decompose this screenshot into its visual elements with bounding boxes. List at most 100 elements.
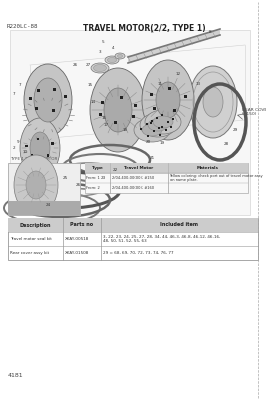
- Ellipse shape: [115, 53, 125, 59]
- Text: XKAY-01508: XKAY-01508: [65, 251, 89, 255]
- Bar: [35, 107, 38, 110]
- Text: 5: 5: [102, 40, 104, 44]
- Text: Yellow coloring: check port out of travel motor assy
on name plate.: Yellow coloring: check port out of trave…: [169, 174, 263, 182]
- Ellipse shape: [26, 171, 46, 199]
- Text: 23: 23: [100, 176, 106, 180]
- Ellipse shape: [90, 68, 146, 152]
- Text: 15: 15: [88, 83, 93, 87]
- Bar: [120, 96, 123, 99]
- Ellipse shape: [142, 124, 162, 136]
- Bar: [168, 87, 171, 90]
- Text: 3, 22, 23, 24, 25, 27, 28, 34, 44, 46-3, 46-8, 46-12, 46-16,
48, 50, 51, 52, 55,: 3, 22, 23, 24, 25, 27, 28, 34, 44, 46-3,…: [103, 235, 220, 243]
- Bar: [8, 201, 80, 215]
- Bar: [150, 94, 153, 96]
- Bar: [147, 136, 149, 138]
- Text: 25: 25: [62, 176, 68, 180]
- Ellipse shape: [203, 87, 223, 117]
- Bar: [99, 113, 102, 116]
- Text: 21: 21: [149, 156, 155, 160]
- Ellipse shape: [30, 132, 50, 164]
- Ellipse shape: [24, 64, 72, 136]
- Ellipse shape: [156, 82, 180, 118]
- Text: 4181: 4181: [8, 373, 24, 378]
- Bar: [153, 106, 156, 110]
- Bar: [140, 128, 142, 130]
- Text: Parts no: Parts no: [70, 222, 94, 228]
- Text: Included item: Included item: [160, 222, 198, 228]
- Text: 20: 20: [146, 140, 151, 144]
- Bar: [8, 163, 80, 215]
- Bar: [165, 129, 167, 131]
- Bar: [157, 128, 160, 130]
- Ellipse shape: [107, 58, 117, 62]
- Text: From: 1: From: 1: [86, 176, 100, 180]
- Bar: [134, 104, 137, 107]
- Text: 27: 27: [85, 63, 91, 67]
- Bar: [53, 88, 56, 92]
- Ellipse shape: [94, 64, 106, 72]
- Text: 28: 28: [223, 142, 228, 146]
- Ellipse shape: [118, 54, 123, 58]
- Text: Travel Motor: Travel Motor: [124, 166, 154, 170]
- Bar: [52, 109, 55, 112]
- Bar: [31, 154, 33, 157]
- Ellipse shape: [105, 56, 119, 64]
- Polygon shape: [10, 30, 250, 215]
- Text: 22: 22: [112, 168, 118, 172]
- Bar: [47, 154, 49, 157]
- Text: TYPE 1 TRAVEL MOTOR: TYPE 1 TRAVEL MOTOR: [10, 157, 57, 161]
- Ellipse shape: [153, 116, 173, 128]
- Bar: [170, 126, 172, 128]
- Ellipse shape: [189, 66, 237, 138]
- Text: 26: 26: [72, 63, 78, 67]
- Bar: [85, 163, 248, 193]
- Ellipse shape: [14, 155, 58, 215]
- Bar: [173, 109, 176, 112]
- Text: 2: 2: [13, 146, 15, 150]
- Ellipse shape: [34, 78, 62, 122]
- Text: 18: 18: [122, 128, 128, 132]
- Ellipse shape: [142, 60, 194, 140]
- Bar: [146, 123, 148, 125]
- Ellipse shape: [20, 118, 60, 178]
- Text: Rear cover assy kit: Rear cover assy kit: [10, 251, 49, 255]
- Text: TRAVEL MOTOR(2/2, TYPE 1): TRAVEL MOTOR(2/2, TYPE 1): [83, 24, 206, 33]
- Text: 16: 16: [101, 116, 107, 120]
- Text: From: 2: From: 2: [86, 186, 100, 190]
- Bar: [149, 122, 152, 124]
- Bar: [37, 138, 39, 140]
- Bar: [8, 218, 258, 232]
- Bar: [114, 121, 117, 124]
- Text: 3: 3: [99, 50, 101, 54]
- Bar: [85, 163, 248, 173]
- Text: Travel motor seal kit: Travel motor seal kit: [10, 237, 52, 241]
- Ellipse shape: [91, 63, 109, 73]
- Bar: [51, 142, 53, 145]
- Bar: [101, 101, 104, 104]
- Bar: [29, 97, 32, 100]
- Ellipse shape: [140, 113, 176, 137]
- Text: 17: 17: [103, 123, 109, 127]
- Ellipse shape: [104, 88, 132, 132]
- Text: 7: 7: [13, 92, 15, 96]
- Bar: [25, 144, 28, 147]
- Text: 9: 9: [17, 140, 19, 144]
- Text: REAR COVER
(#150): REAR COVER (#150): [242, 108, 266, 116]
- Text: 26: 26: [75, 183, 81, 187]
- Text: 2/04-400-00(00); #160: 2/04-400-00(00); #160: [111, 186, 154, 190]
- Bar: [153, 130, 155, 132]
- Bar: [172, 118, 174, 120]
- Text: 2/04-400-00(00); #150: 2/04-400-00(00); #150: [111, 176, 154, 180]
- Text: 11: 11: [157, 82, 163, 86]
- Bar: [167, 121, 169, 123]
- Text: 10: 10: [22, 150, 28, 154]
- Polygon shape: [128, 29, 220, 63]
- Text: 19: 19: [159, 141, 165, 145]
- Text: 12: 12: [176, 72, 181, 76]
- Bar: [156, 117, 157, 119]
- Ellipse shape: [22, 160, 42, 180]
- Bar: [8, 218, 258, 260]
- Bar: [161, 126, 163, 128]
- Text: 14: 14: [90, 100, 95, 104]
- Bar: [38, 89, 40, 92]
